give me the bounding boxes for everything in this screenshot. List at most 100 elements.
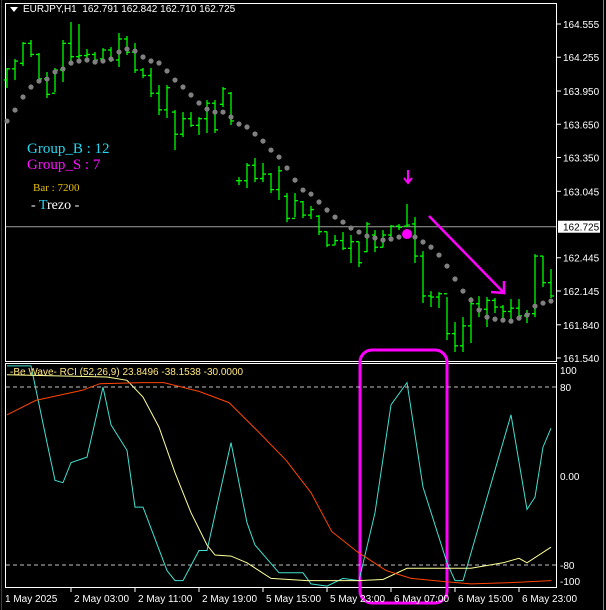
sar-dot [420, 239, 426, 245]
time-tick-label: 1 May 2025 [5, 594, 58, 605]
dropdown-triangle-icon[interactable] [10, 6, 18, 12]
sar-dot [508, 318, 514, 324]
time-tick-label: 6 May 15:00 [458, 594, 513, 605]
price-tick-label: 161.540 [563, 354, 600, 365]
indicator-tick-label: 0.00 [560, 472, 580, 483]
price-bar [508, 299, 514, 321]
sar-dot [516, 315, 522, 321]
price-bar [452, 322, 458, 353]
indicator-frame [5, 363, 557, 588]
sar-dot [476, 307, 482, 313]
price-bar [44, 71, 50, 99]
sar-dot [228, 114, 234, 120]
sar-dot [28, 84, 34, 90]
main-chart-frame [5, 3, 557, 362]
price-bar [148, 67, 154, 98]
price-tick-label: 162.145 [563, 287, 600, 298]
price-bar [252, 158, 258, 183]
price-bar [204, 99, 210, 134]
price-bar [388, 225, 394, 238]
trezo-label: - Trezo - [31, 198, 79, 214]
sar-dot [316, 199, 322, 205]
sar-dot [76, 58, 82, 64]
sar-dot [268, 147, 274, 153]
price-bar [460, 317, 466, 353]
sar-dot [252, 131, 258, 137]
price-tick-label: 163.350 [563, 153, 600, 164]
sar-dot [300, 187, 306, 193]
sar-dot [380, 237, 386, 243]
time-tick-label: 2 May 11:00 [138, 594, 193, 605]
price-bar [60, 39, 66, 83]
price-bar [4, 67, 10, 89]
price-bar [548, 269, 554, 299]
sar-dot [340, 219, 346, 225]
price-bar [420, 251, 426, 304]
price-bar [276, 166, 282, 201]
price-bar [396, 224, 402, 231]
price-bar [468, 297, 474, 344]
bar-count-label: Bar : 7200 [33, 182, 80, 194]
price-bar [516, 299, 522, 318]
sar-signal-dot [402, 229, 412, 240]
sar-dot [36, 78, 42, 84]
sar-dot [292, 177, 298, 183]
sar-dot [452, 276, 458, 282]
price-tick-label: 163.650 [563, 120, 600, 131]
price-bar [12, 59, 18, 81]
sar-dot [196, 100, 202, 106]
price-bar [260, 163, 266, 183]
sar-dot [148, 58, 154, 64]
time-tick-label: 6 May 23:00 [522, 594, 577, 605]
sar-dot [532, 303, 538, 309]
trezo-rest: rezo - [46, 198, 80, 213]
sar-dot [484, 314, 490, 320]
sar-dot [188, 92, 194, 98]
time-tick-label: 2 May 03:00 [74, 594, 129, 605]
current-price-box [558, 220, 600, 233]
price-bar [172, 110, 178, 151]
indicator-title: -Be Wave- RCI (52,26,9) 23.8496 -38.1538… [10, 367, 244, 378]
current-price-label: 162.725 [563, 223, 600, 234]
price-bar [484, 297, 490, 328]
price-bar [228, 92, 234, 126]
price-tick-label: 164.555 [563, 20, 600, 31]
sar-dot [140, 54, 146, 60]
sar-dot [68, 60, 74, 66]
sar-dot [548, 298, 554, 304]
price-bar [436, 292, 442, 309]
sar-dot [460, 288, 466, 294]
time-tick-label: 2 May 19:00 [202, 594, 257, 605]
price-bar [68, 22, 74, 65]
price-bar [428, 291, 434, 308]
price-bar [308, 206, 314, 220]
price-bar [444, 293, 450, 341]
symbol-timeframe: EURJPY,H1 [23, 4, 77, 15]
time-tick-label: 5 May 23:00 [330, 594, 385, 605]
sar-dot [444, 263, 450, 269]
sar-dot [492, 316, 498, 322]
sar-dot [244, 124, 250, 130]
ohlc-values: 162.791 162.842 162.710 162.725 [82, 4, 236, 15]
sar-dot [108, 56, 114, 62]
price-bar [404, 204, 410, 228]
price-bar [156, 85, 162, 116]
sar-dot [540, 300, 546, 306]
sar-dot [156, 60, 162, 66]
sar-dot [84, 57, 90, 63]
price-bar [76, 24, 82, 60]
price-tick-label: 164.255 [563, 53, 600, 64]
sar-dot [44, 76, 50, 82]
price-bar [268, 172, 274, 194]
price-tick-label: 161.840 [563, 321, 600, 332]
rci-series-1 [6, 374, 552, 582]
sar-dot [260, 138, 266, 144]
price-bar [340, 232, 346, 251]
sar-dot [132, 48, 138, 54]
indicator-tick-label: 80 [560, 383, 572, 394]
sar-dot [236, 121, 242, 127]
sar-dot [20, 94, 26, 100]
highlight-box-annotation [358, 348, 449, 605]
indicator-tick-label: 100 [560, 366, 577, 377]
